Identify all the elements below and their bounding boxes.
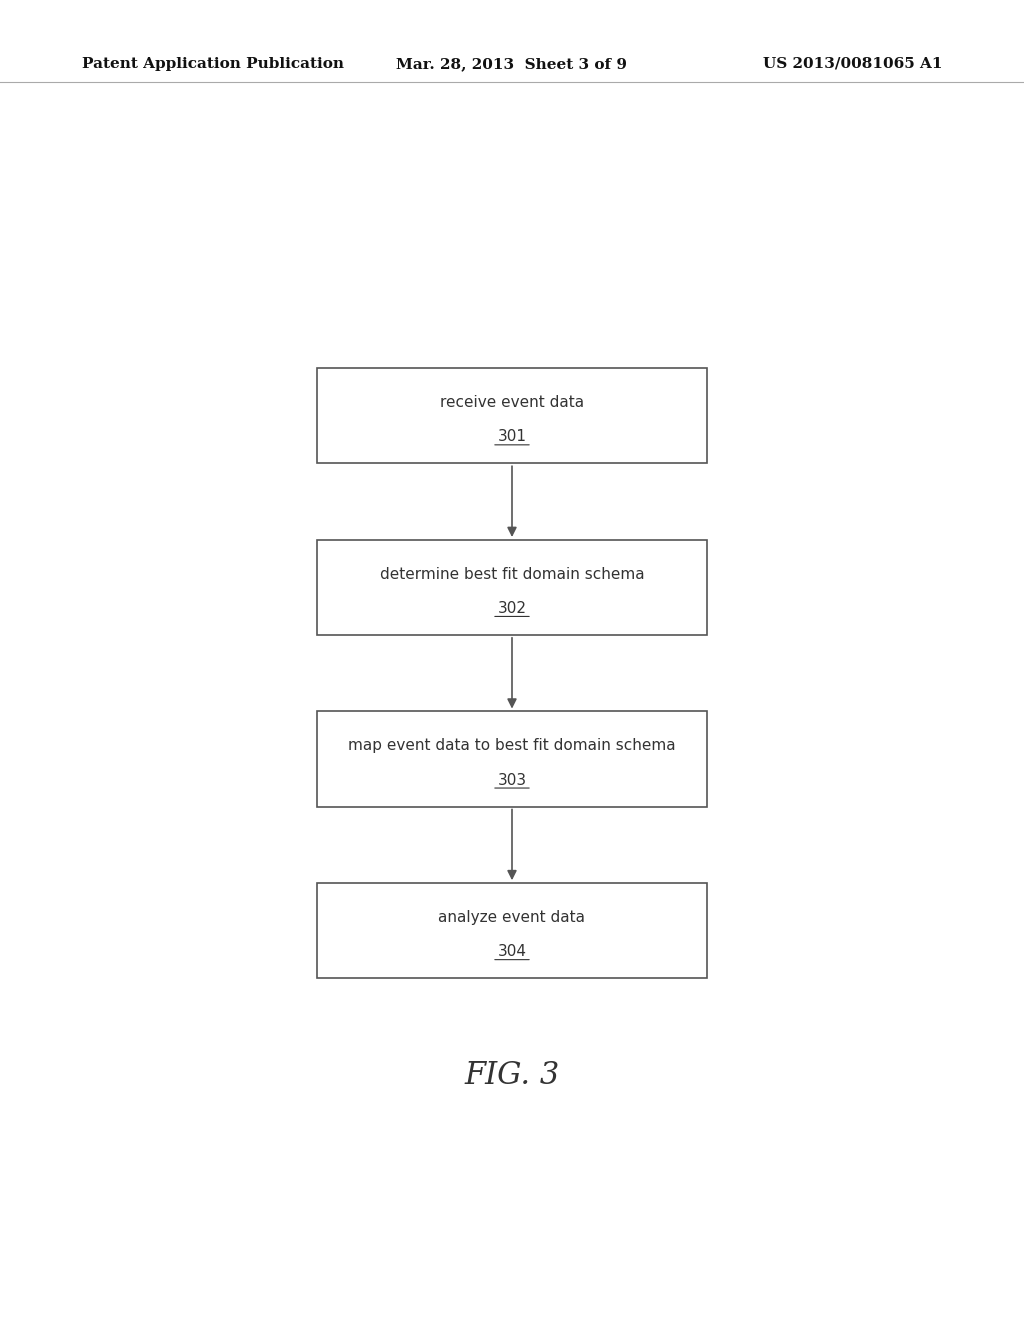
Text: Mar. 28, 2013  Sheet 3 of 9: Mar. 28, 2013 Sheet 3 of 9 bbox=[396, 57, 628, 71]
Text: analyze event data: analyze event data bbox=[438, 909, 586, 925]
Text: US 2013/0081065 A1: US 2013/0081065 A1 bbox=[763, 57, 942, 71]
Text: 304: 304 bbox=[498, 944, 526, 960]
Text: Patent Application Publication: Patent Application Publication bbox=[82, 57, 344, 71]
Text: 303: 303 bbox=[498, 772, 526, 788]
FancyBboxPatch shape bbox=[317, 711, 707, 807]
Text: receive event data: receive event data bbox=[440, 395, 584, 411]
Text: 301: 301 bbox=[498, 429, 526, 445]
Text: determine best fit domain schema: determine best fit domain schema bbox=[380, 566, 644, 582]
Text: 302: 302 bbox=[498, 601, 526, 616]
Text: FIG. 3: FIG. 3 bbox=[464, 1060, 560, 1092]
Text: map event data to best fit domain schema: map event data to best fit domain schema bbox=[348, 738, 676, 754]
FancyBboxPatch shape bbox=[317, 368, 707, 463]
FancyBboxPatch shape bbox=[317, 883, 707, 978]
FancyBboxPatch shape bbox=[317, 540, 707, 635]
